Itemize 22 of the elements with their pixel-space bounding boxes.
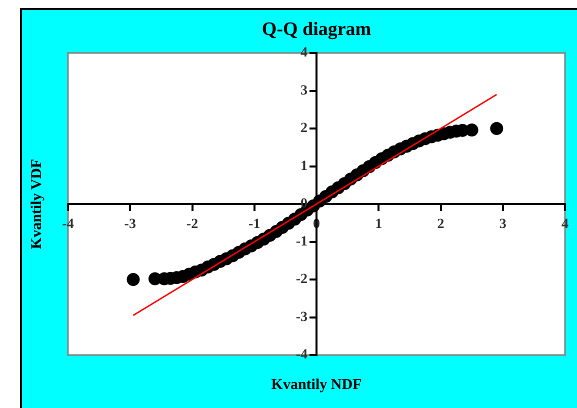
y-tick-label: -4 xyxy=(296,348,308,363)
y-tick-label: -2 xyxy=(296,272,308,288)
x-tick-label: -1 xyxy=(248,217,260,232)
y-tick-label: 3 xyxy=(300,83,308,98)
x-tick-label: 4 xyxy=(562,217,568,232)
x-tick-label: -2 xyxy=(186,217,198,232)
y-tick-label: 4 xyxy=(300,46,308,61)
x-tick-label: 1 xyxy=(375,217,382,232)
x-tick-label: -4 xyxy=(62,217,74,232)
y-axis-title: Kvantily VDF xyxy=(28,158,45,250)
chart-title: Q-Q diagram xyxy=(262,18,372,40)
y-tick-label: -3 xyxy=(296,310,308,325)
point xyxy=(126,273,140,286)
y-tick-label: 1 xyxy=(300,158,308,174)
point xyxy=(465,124,478,137)
point xyxy=(490,122,504,135)
x-tick-label: 3 xyxy=(499,217,506,232)
x-tick-label: 2 xyxy=(437,217,444,232)
x-tick-label: -3 xyxy=(124,217,136,232)
y-tick-label: 2 xyxy=(300,121,308,136)
y-tick-label: -1 xyxy=(296,234,308,250)
x-axis-title: Kvantily NDF xyxy=(271,376,362,393)
